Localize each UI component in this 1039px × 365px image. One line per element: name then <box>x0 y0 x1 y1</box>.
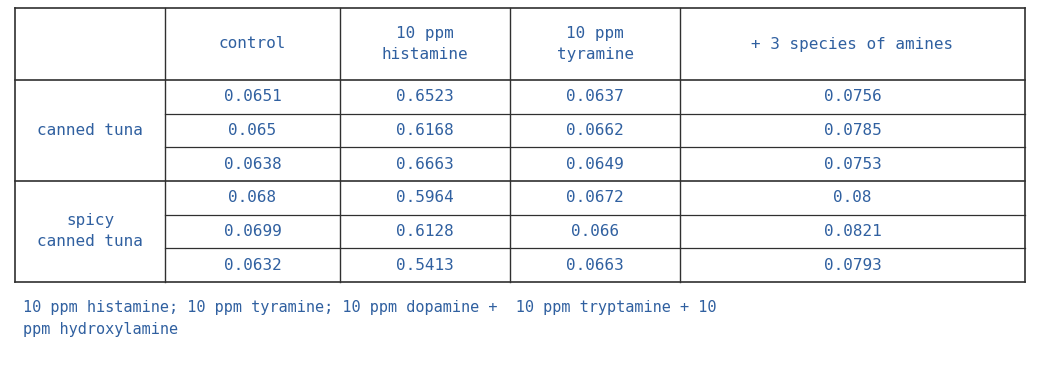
Text: 0.0651: 0.0651 <box>223 89 282 104</box>
Text: + 3 species of amines: + 3 species of amines <box>751 36 954 51</box>
Text: 0.066: 0.066 <box>571 224 619 239</box>
Text: 0.0662: 0.0662 <box>566 123 623 138</box>
Text: 0.0785: 0.0785 <box>824 123 881 138</box>
Text: 10 ppm
tyramine: 10 ppm tyramine <box>557 26 634 62</box>
Text: spicy
canned tuna: spicy canned tuna <box>37 214 143 250</box>
Text: 0.0649: 0.0649 <box>566 157 623 172</box>
Text: 0.5413: 0.5413 <box>396 258 454 273</box>
Text: 0.0699: 0.0699 <box>223 224 282 239</box>
Text: 10 ppm histamine; 10 ppm tyramine; 10 ppm dopamine +  10 ppm tryptamine + 10: 10 ppm histamine; 10 ppm tyramine; 10 pp… <box>23 300 717 315</box>
Text: 0.6663: 0.6663 <box>396 157 454 172</box>
Text: 0.6523: 0.6523 <box>396 89 454 104</box>
Text: ppm hydroxylamine: ppm hydroxylamine <box>23 322 178 337</box>
Text: 0.0793: 0.0793 <box>824 258 881 273</box>
Text: 0.0632: 0.0632 <box>223 258 282 273</box>
Text: 0.068: 0.068 <box>229 190 276 205</box>
Text: control: control <box>219 36 286 51</box>
Text: 0.0638: 0.0638 <box>223 157 282 172</box>
Text: 0.065: 0.065 <box>229 123 276 138</box>
Text: 10 ppm
histamine: 10 ppm histamine <box>381 26 469 62</box>
Text: 0.0821: 0.0821 <box>824 224 881 239</box>
Text: 0.5964: 0.5964 <box>396 190 454 205</box>
Text: 0.0637: 0.0637 <box>566 89 623 104</box>
Text: 0.0756: 0.0756 <box>824 89 881 104</box>
Text: 0.08: 0.08 <box>833 190 872 205</box>
Text: 0.6168: 0.6168 <box>396 123 454 138</box>
Text: 0.6128: 0.6128 <box>396 224 454 239</box>
Text: 0.0753: 0.0753 <box>824 157 881 172</box>
Text: 0.0672: 0.0672 <box>566 190 623 205</box>
Text: canned tuna: canned tuna <box>37 123 143 138</box>
Text: 0.0663: 0.0663 <box>566 258 623 273</box>
